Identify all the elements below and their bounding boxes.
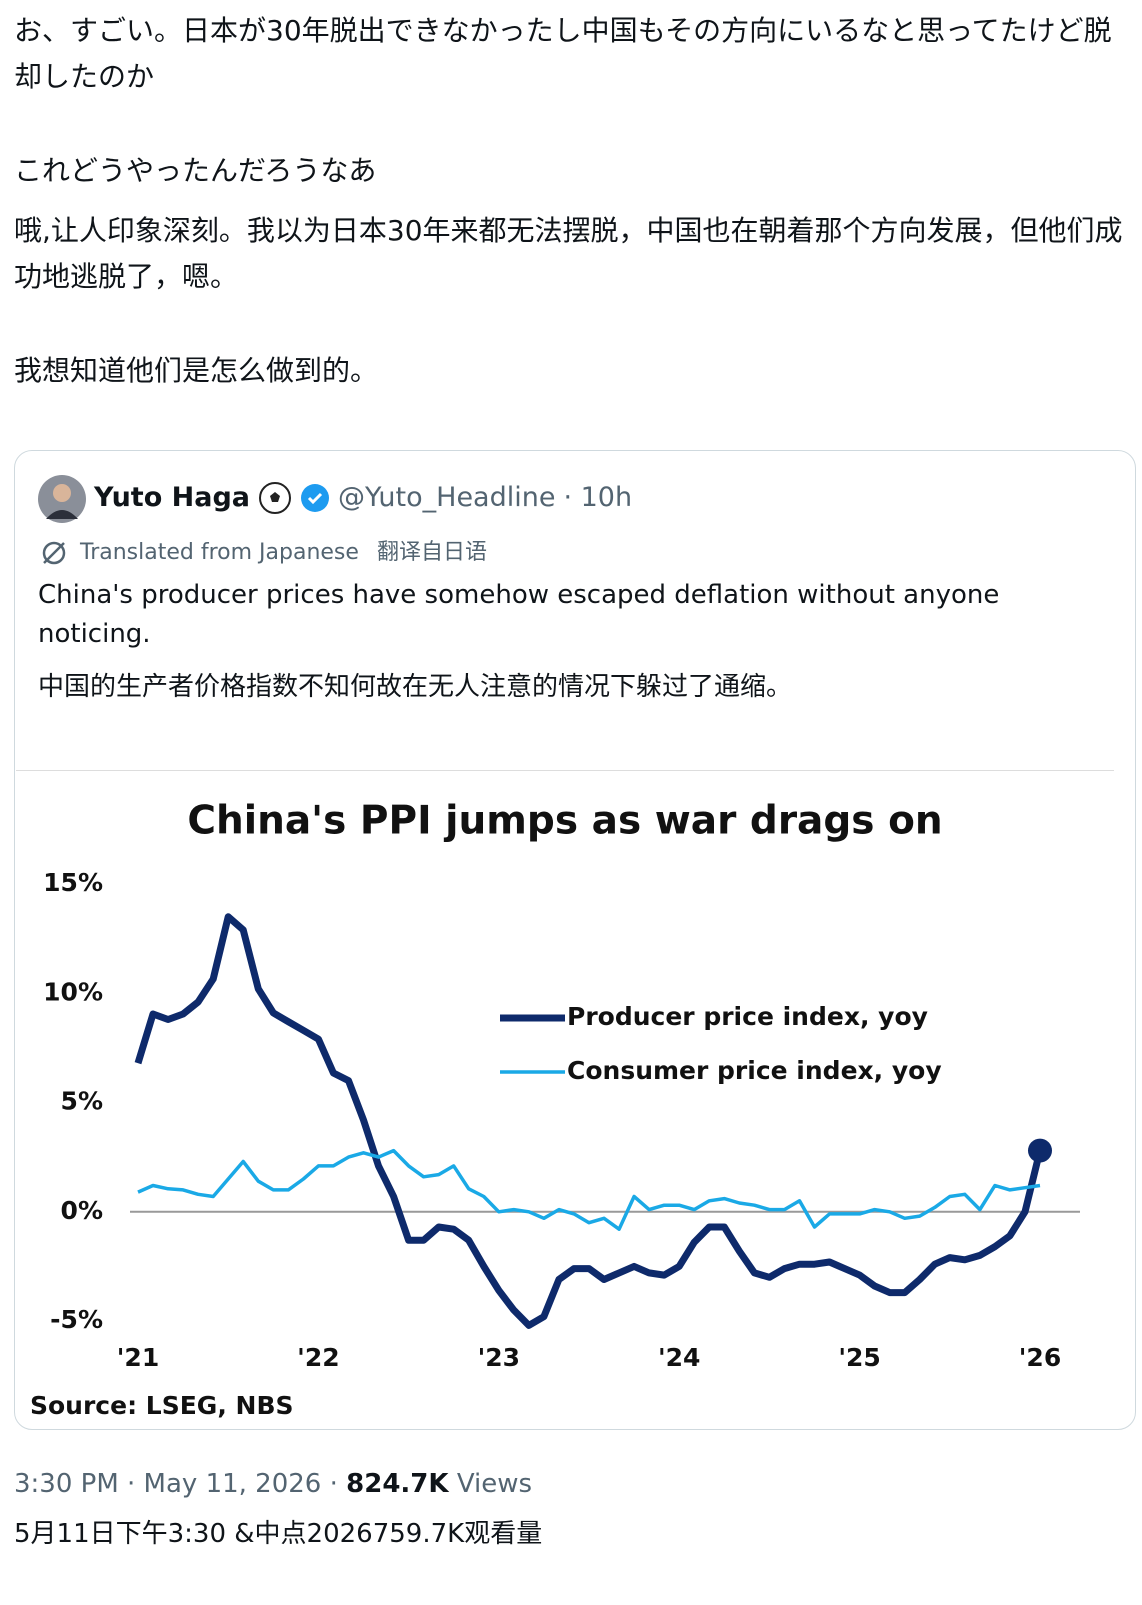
tweet-text: お、すごい。日本が30年脱出できなかったし中国もその方向にいるなと思ってたけど脱…: [14, 14, 1112, 93]
view-count: 824.7K: [346, 1469, 449, 1499]
translated-label: Translated from Japanese: [80, 540, 359, 565]
quote-text-zh: 中国的生产者价格指数不知何故在无人注意的情况下躲过了通缩。: [38, 672, 793, 702]
author-name[interactable]: Yuto Haga: [94, 482, 251, 513]
post-time: · 10h: [563, 482, 633, 513]
data-line: [134, 913, 1044, 1329]
y-tick-label: 10%: [43, 977, 103, 1006]
translated-label-zh: 翻译自日语: [376, 540, 487, 565]
y-tick-label: 0%: [61, 1196, 103, 1225]
legend-label: Producer price index, yoy: [567, 1002, 928, 1031]
x-tick-label: '21: [117, 1343, 159, 1372]
x-tick-label: '26: [1019, 1343, 1061, 1372]
end-marker: [1028, 1138, 1052, 1163]
quote-card[interactable]: [14, 450, 1136, 1430]
chart[interactable]: China's PPI jumps as war drags on Source…: [16, 770, 1114, 1429]
view-label: Views: [456, 1469, 533, 1499]
y-tick-label: 15%: [43, 868, 103, 897]
translate-icon: [42, 541, 66, 565]
meta-translation: 5月11日下午3:30 &中点2026759.7K观看量: [14, 1519, 543, 1549]
legend-label: Consumer price index, yoy: [567, 1056, 942, 1085]
data-line: [137, 1148, 1041, 1231]
quote-text: China's producer prices have somehow esc…: [38, 580, 1000, 649]
translation-text: 我想知道他们是怎么做到的。: [14, 354, 379, 387]
avatar[interactable]: [38, 475, 86, 523]
emoji-icon: [259, 482, 292, 514]
y-tick-label: 5%: [61, 1087, 103, 1116]
timestamp[interactable]: 3:30 PM · May 11, 2026 ·: [14, 1469, 347, 1499]
author-handle[interactable]: @Yuto_Headline: [338, 482, 556, 513]
x-tick-label: '22: [297, 1343, 339, 1372]
x-tick-label: '24: [658, 1343, 700, 1372]
y-tick-label: -5%: [50, 1305, 103, 1334]
translation-note: Translated from Japanese 翻译自日语: [40, 536, 487, 570]
chart-source: Source: LSEG, NBS: [30, 1391, 294, 1420]
quote-header: Yuto Haga @Yuto_Headline · 10h: [94, 478, 632, 518]
post-meta: 3:30 PM · May 11, 2026 · 824.7K Views: [14, 1464, 532, 1504]
x-tick-label: '25: [838, 1343, 880, 1372]
tweet-text: これどうやったんだろうなあ: [14, 154, 377, 187]
translation-text: 哦,让人印象深刻。我以为日本30年来都无法摆脱，中国也在朝着那个方向发展，但他们…: [14, 214, 1123, 293]
chart-title: China's PPI jumps as war drags on: [187, 799, 942, 844]
verified-badge: [301, 484, 330, 512]
x-tick-label: '23: [478, 1343, 520, 1372]
